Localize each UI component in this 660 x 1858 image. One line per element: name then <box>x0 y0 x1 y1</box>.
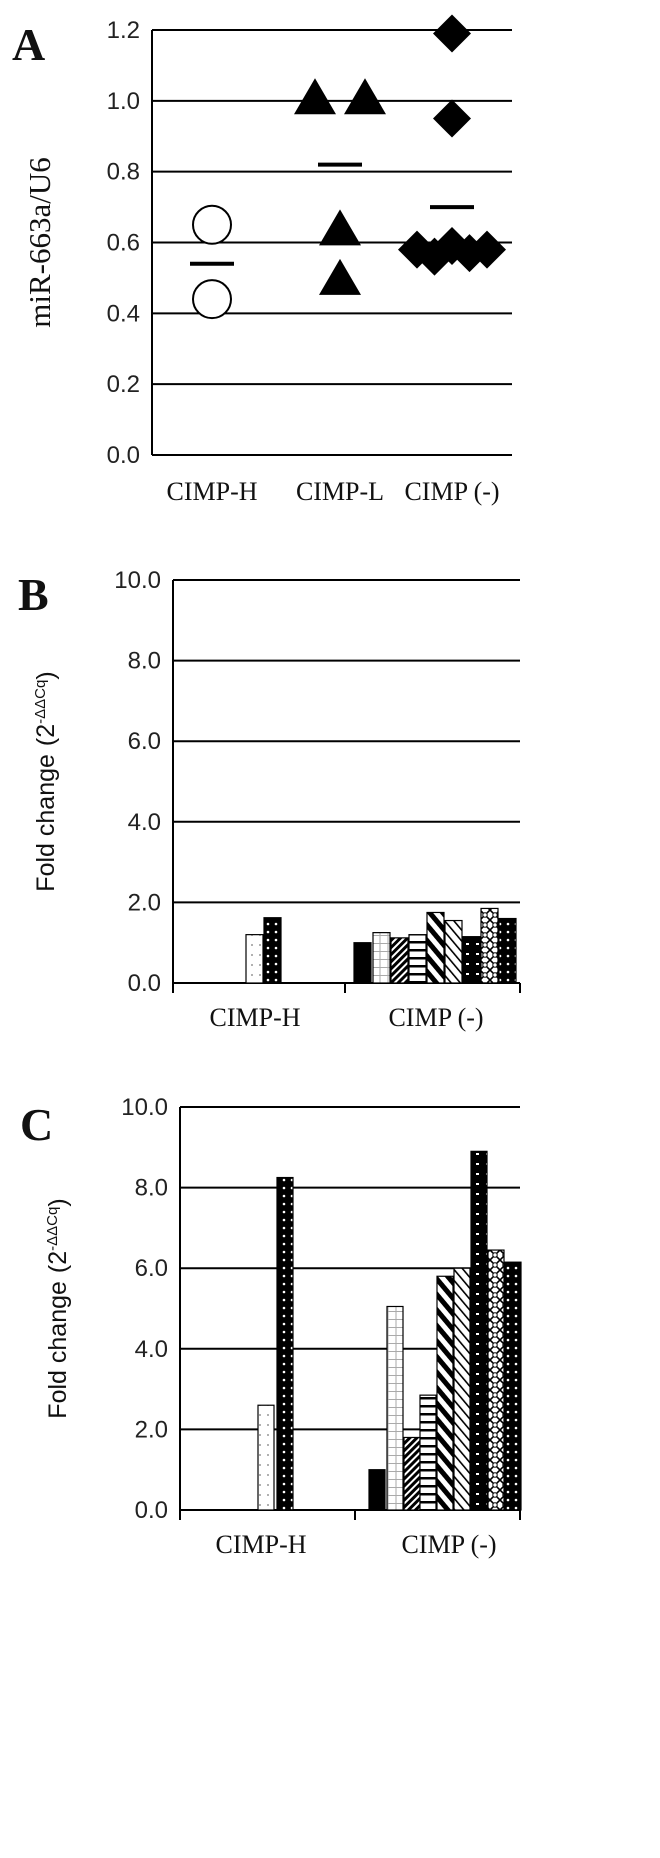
series-cimp-h <box>190 204 234 320</box>
y-tick-label: 0.8 <box>107 159 140 186</box>
y-tick-label: 2.0 <box>128 889 161 916</box>
bar <box>263 917 282 984</box>
bar <box>372 932 391 984</box>
y-tick-label: 10.0 <box>114 567 161 594</box>
category-label: CIMP-H <box>166 477 257 506</box>
y-tick-label: 10.0 <box>121 1094 168 1121</box>
y-tick-label: 0.6 <box>107 230 140 257</box>
bar <box>368 1469 386 1511</box>
bar <box>453 1267 471 1511</box>
y-axis-title-text: Fold change <box>44 1281 72 1419</box>
data-point <box>192 204 232 245</box>
y-axis-title-superscript: -ΔΔCq <box>44 1207 61 1251</box>
data-point <box>468 230 506 269</box>
bar-group-cimp <box>353 907 517 984</box>
data-point <box>319 258 361 295</box>
bar <box>436 1275 454 1511</box>
bar-group-cimp-h <box>245 917 282 984</box>
category-label: CIMP-H <box>209 1003 300 1032</box>
bar <box>462 936 481 984</box>
category-label: CIMP-L <box>296 477 384 506</box>
panel-label: B <box>18 569 49 620</box>
y-tick-label: 0.4 <box>107 300 140 327</box>
category-label: CIMP (-) <box>401 1530 496 1559</box>
bar <box>257 1404 275 1511</box>
y-tick-label: 2.0 <box>135 1416 168 1443</box>
y-axis-title: Fold change (2-ΔΔCq) <box>32 671 60 891</box>
data-point <box>433 99 471 138</box>
bar <box>498 917 517 984</box>
bar-group-cimp <box>368 1150 522 1511</box>
y-tick-label: 4.0 <box>128 809 161 836</box>
y-axis-title-formula: (2 <box>44 1251 72 1273</box>
data-point <box>294 78 336 115</box>
y-axis-title-close: ) <box>32 671 60 679</box>
y-tick-label: 1.0 <box>107 88 140 115</box>
bar <box>353 942 372 984</box>
panel-label: A <box>12 19 45 70</box>
bar <box>470 1150 488 1511</box>
series-cimp-l <box>294 78 386 295</box>
y-tick-label: 0.0 <box>107 442 140 469</box>
bar <box>504 1261 522 1511</box>
data-point <box>319 209 361 246</box>
data-point <box>398 230 436 269</box>
bar <box>426 911 445 984</box>
y-tick-label: 1.2 <box>107 17 140 44</box>
bar <box>403 1436 421 1511</box>
category-label: CIMP-H <box>215 1530 306 1559</box>
panel-label: C <box>20 1099 53 1150</box>
y-tick-label: 8.0 <box>128 648 161 675</box>
chart-panel-b: B 0.0 2.0 4.0 6.0 8.0 10.0 CIMP-H CIMP (-) Fold c… <box>18 567 521 1032</box>
bar <box>408 934 427 984</box>
y-tick-label: 6.0 <box>135 1255 168 1282</box>
y-axis-title-text: Fold change <box>32 754 60 892</box>
y-tick-label: 6.0 <box>128 728 161 755</box>
y-tick-label: 0.2 <box>107 371 140 398</box>
bar <box>390 937 409 984</box>
chart-panel-c: C 0.0 2.0 4.0 6.0 8.0 10.0 CIMP-H CIMP (-) Fold c… <box>20 1094 522 1559</box>
bar <box>480 907 499 984</box>
data-point <box>192 279 232 320</box>
y-axis-title: miR-663a/U6 <box>22 157 57 328</box>
data-point <box>433 14 471 53</box>
y-axis-title-formula: (2 <box>32 724 60 746</box>
data-point <box>344 78 386 115</box>
y-tick-label: 4.0 <box>135 1336 168 1363</box>
y-axis-title-superscript: -ΔΔCq <box>32 680 49 724</box>
bar <box>419 1394 437 1511</box>
y-tick-label: 0.0 <box>128 970 161 997</box>
bar <box>245 934 264 984</box>
series-cimp <box>398 14 506 276</box>
bar <box>487 1249 505 1511</box>
category-label: CIMP (-) <box>388 1003 483 1032</box>
bar-group-cimp-h <box>257 1176 294 1511</box>
chart-panel-a: A 0.0 0.2 0.4 0.6 0.8 1.0 1.2 CIMP-H CIMP-L CIMP (… <box>12 14 512 506</box>
y-axis-title: Fold change (2-ΔΔCq) <box>44 1198 72 1418</box>
category-label: CIMP (-) <box>404 477 499 506</box>
y-tick-label: 8.0 <box>135 1175 168 1202</box>
bar <box>444 919 463 984</box>
y-tick-label: 0.0 <box>135 1497 168 1524</box>
bar <box>276 1176 294 1511</box>
bar <box>386 1305 404 1511</box>
y-axis-title-close: ) <box>44 1198 72 1206</box>
